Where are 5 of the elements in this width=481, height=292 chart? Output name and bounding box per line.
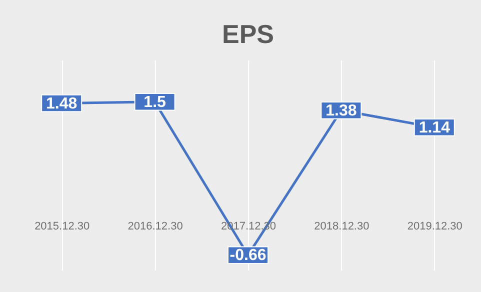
x-tick-label: 2016.12.30 xyxy=(128,220,183,232)
x-tick-label: 2019.12.30 xyxy=(407,220,462,232)
x-tick-label: 2015.12.30 xyxy=(34,220,90,232)
x-tick-label: 2018.12.30 xyxy=(314,220,370,232)
chart-title: EPS xyxy=(222,19,274,49)
